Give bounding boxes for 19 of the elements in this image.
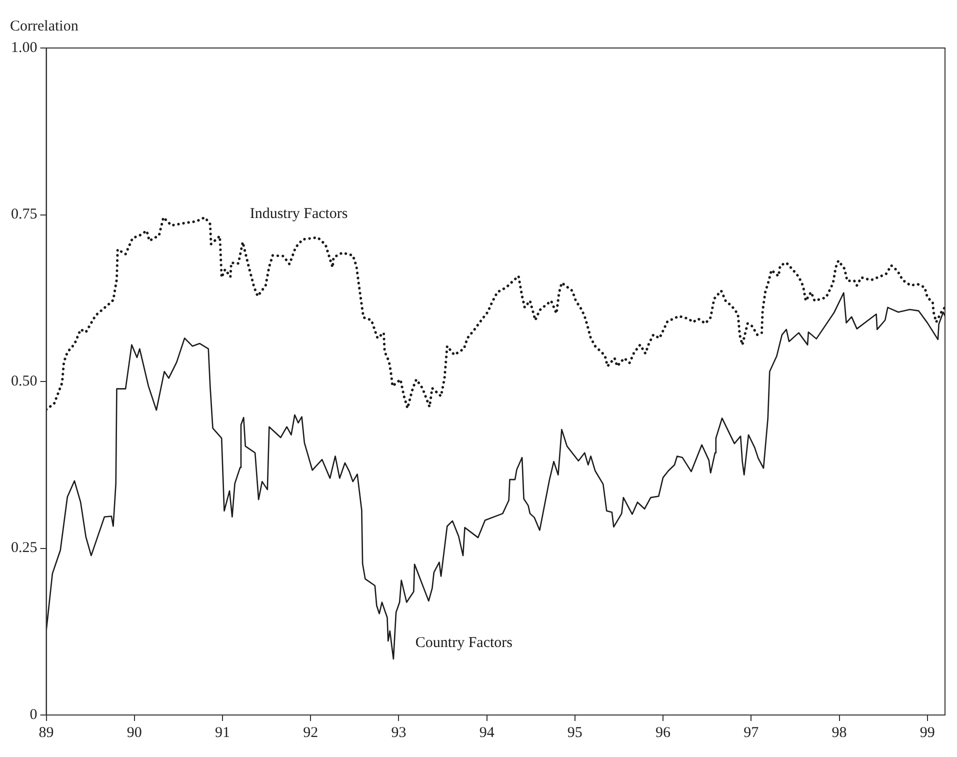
x-tick-label: 94 xyxy=(479,724,495,741)
x-tick-label: 92 xyxy=(303,724,318,741)
y-tick-label: 1.00 xyxy=(11,40,38,56)
x-tick-label: 97 xyxy=(744,724,760,741)
y-tick-label: 0 xyxy=(30,706,38,723)
y-tick-label: 0.25 xyxy=(11,540,38,556)
x-tick-label: 93 xyxy=(391,724,406,741)
x-tick-label: 98 xyxy=(832,724,847,741)
series-label: Industry Factors xyxy=(250,206,348,222)
x-tick-label: 99 xyxy=(920,724,935,741)
y-tick-label: 0.75 xyxy=(11,206,38,223)
x-tick-label: 95 xyxy=(567,724,582,741)
x-tick-label: 96 xyxy=(656,724,672,741)
y-tick-label: 0.50 xyxy=(11,373,38,390)
x-tick-label: 90 xyxy=(126,724,142,741)
x-tick-label: 89 xyxy=(38,724,54,741)
series-label: Country Factors xyxy=(415,634,513,651)
x-tick-label: 91 xyxy=(214,724,230,741)
y-axis-title: Correlation xyxy=(10,18,79,34)
